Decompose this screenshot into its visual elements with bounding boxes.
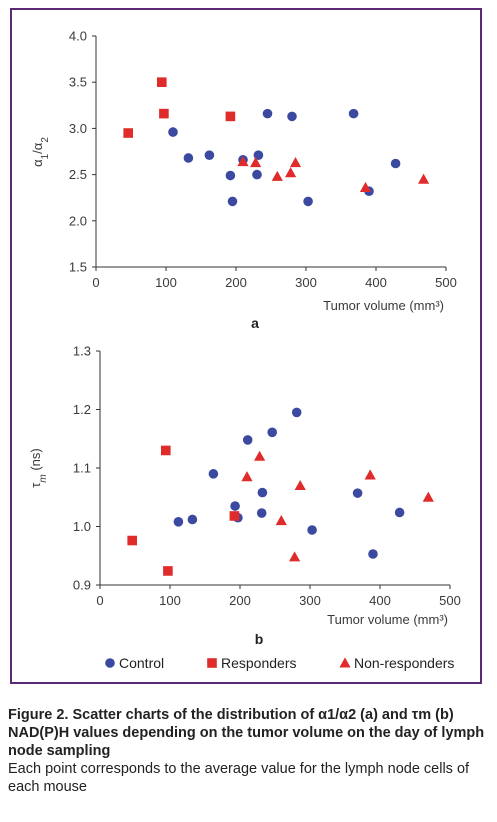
data-point-non-responders bbox=[364, 469, 376, 480]
y-axis-label: α1/α2 bbox=[30, 137, 51, 167]
caption-title: Figure 2. Scatter charts of the distribu… bbox=[8, 707, 485, 759]
y-tick-label: 1.1 bbox=[73, 461, 91, 476]
y-tick-label: 3.0 bbox=[69, 121, 87, 136]
data-point-responders bbox=[161, 445, 171, 456]
x-tick-label: 300 bbox=[299, 593, 321, 608]
data-point-control bbox=[252, 169, 262, 180]
data-point-control bbox=[303, 196, 313, 207]
data-point-responders bbox=[229, 511, 240, 521]
chart-panel-b: 0.9 1.0 1.1 1.2 1.3 0 100 200 300 400 500 Tumor vol… bbox=[28, 344, 461, 648]
data-point-control bbox=[187, 514, 198, 525]
caption-note: Each point corresponds to the average va… bbox=[8, 761, 470, 795]
panel-label: a bbox=[251, 315, 259, 331]
data-point-control bbox=[256, 508, 267, 518]
data-point-control bbox=[257, 487, 268, 498]
data-point-non-responders bbox=[289, 551, 301, 562]
x-tick-label: 100 bbox=[155, 275, 177, 290]
legend-control-marker bbox=[105, 658, 115, 668]
data-point-control bbox=[348, 108, 359, 119]
x-axis-label: Tumor volume (mm³) bbox=[327, 612, 448, 627]
data-point-non-responders bbox=[294, 479, 306, 491]
data-point-control bbox=[242, 435, 253, 445]
data-point-non-responders bbox=[422, 491, 434, 502]
x-tick-label: 400 bbox=[369, 593, 391, 608]
y-tick-label: 3.5 bbox=[69, 75, 87, 90]
data-point-non-responders bbox=[241, 471, 253, 482]
figure-frame: 1.5 2.0 2.5 3.0 3.5 4.0 0 100 200 300 400 500 Tumor … bbox=[10, 8, 482, 684]
data-point-responders bbox=[127, 535, 137, 546]
figure-caption: Figure 2. Scatter charts of the distribu… bbox=[8, 706, 486, 796]
x-tick-label: 500 bbox=[439, 593, 461, 608]
data-point-control bbox=[262, 108, 273, 119]
data-point-responders bbox=[163, 566, 173, 576]
x-axis-label: Tumor volume (mm³) bbox=[323, 298, 444, 313]
data-point-control bbox=[267, 427, 277, 438]
legend-control-label: Control bbox=[119, 655, 164, 671]
data-point-control bbox=[168, 127, 178, 137]
legend-nonresponders: Non-responders bbox=[339, 655, 454, 671]
data-point-control bbox=[307, 525, 317, 535]
x-tick-label: 100 bbox=[159, 593, 181, 608]
y-tick-label: 2.5 bbox=[69, 167, 87, 182]
data-point-control bbox=[253, 150, 264, 160]
y-tick-label: 1.3 bbox=[73, 344, 91, 359]
data-point-control bbox=[225, 170, 236, 181]
data-point-non-responders bbox=[359, 181, 372, 193]
data-point-non-responders bbox=[271, 170, 283, 181]
data-point-control bbox=[227, 196, 238, 207]
y-tick-label: 1.2 bbox=[73, 402, 91, 417]
data-point-responders bbox=[123, 128, 133, 138]
data-point-control bbox=[287, 111, 297, 122]
data-point-control bbox=[394, 507, 405, 518]
data-point-responders bbox=[159, 108, 169, 119]
legend-responders-marker bbox=[207, 658, 217, 668]
legend-responders-label: Responders bbox=[221, 655, 297, 671]
y-tick-label: 4.0 bbox=[69, 29, 87, 44]
x-tick-label: 200 bbox=[225, 275, 247, 290]
data-point-control bbox=[208, 469, 219, 479]
data-point-non-responders bbox=[254, 450, 266, 461]
y-tick-label: 1.5 bbox=[69, 260, 87, 275]
data-point-non-responders bbox=[418, 173, 430, 184]
data-point-control bbox=[368, 549, 378, 559]
x-tick-label: 0 bbox=[96, 593, 103, 608]
x-tick-label: 400 bbox=[365, 275, 387, 290]
chart-panel-a: 1.5 2.0 2.5 3.0 3.5 4.0 0 100 200 300 400 500 Tumor … bbox=[30, 29, 457, 332]
data-point-non-responders bbox=[250, 156, 262, 168]
y-tick-label: 2.0 bbox=[69, 213, 87, 228]
data-point-control bbox=[352, 488, 363, 498]
y-tick-label: 0.9 bbox=[73, 578, 91, 593]
legend-responders: Responders bbox=[207, 655, 297, 671]
x-tick-label: 0 bbox=[92, 275, 99, 290]
data-point-control bbox=[291, 407, 302, 418]
data-point-non-responders bbox=[237, 156, 249, 167]
data-point-control bbox=[230, 501, 240, 511]
data-point-control bbox=[204, 150, 215, 160]
chart-legend: Control Responders Non-responders bbox=[105, 655, 454, 671]
scatter-figure: 1.5 2.0 2.5 3.0 3.5 4.0 0 100 200 300 400 500 Tumor … bbox=[28, 29, 461, 672]
panel-label: b bbox=[255, 631, 264, 647]
data-point-non-responders bbox=[285, 167, 297, 178]
x-tick-label: 300 bbox=[295, 275, 317, 290]
data-point-responders bbox=[157, 77, 167, 87]
data-point-non-responders bbox=[275, 515, 287, 526]
legend-nonresponders-label: Non-responders bbox=[354, 655, 454, 671]
x-tick-label: 500 bbox=[435, 275, 457, 290]
legend-control: Control bbox=[105, 655, 164, 671]
data-point-control bbox=[183, 153, 194, 163]
legend-nonresponders-marker bbox=[339, 657, 351, 668]
y-tick-label: 1.0 bbox=[73, 519, 91, 534]
y-axis-label: τm (ns) bbox=[28, 448, 49, 488]
x-tick-label: 200 bbox=[229, 593, 251, 608]
data-point-control bbox=[390, 158, 401, 169]
data-point-non-responders bbox=[289, 156, 302, 168]
data-point-control bbox=[173, 517, 184, 527]
data-point-responders bbox=[225, 111, 236, 122]
